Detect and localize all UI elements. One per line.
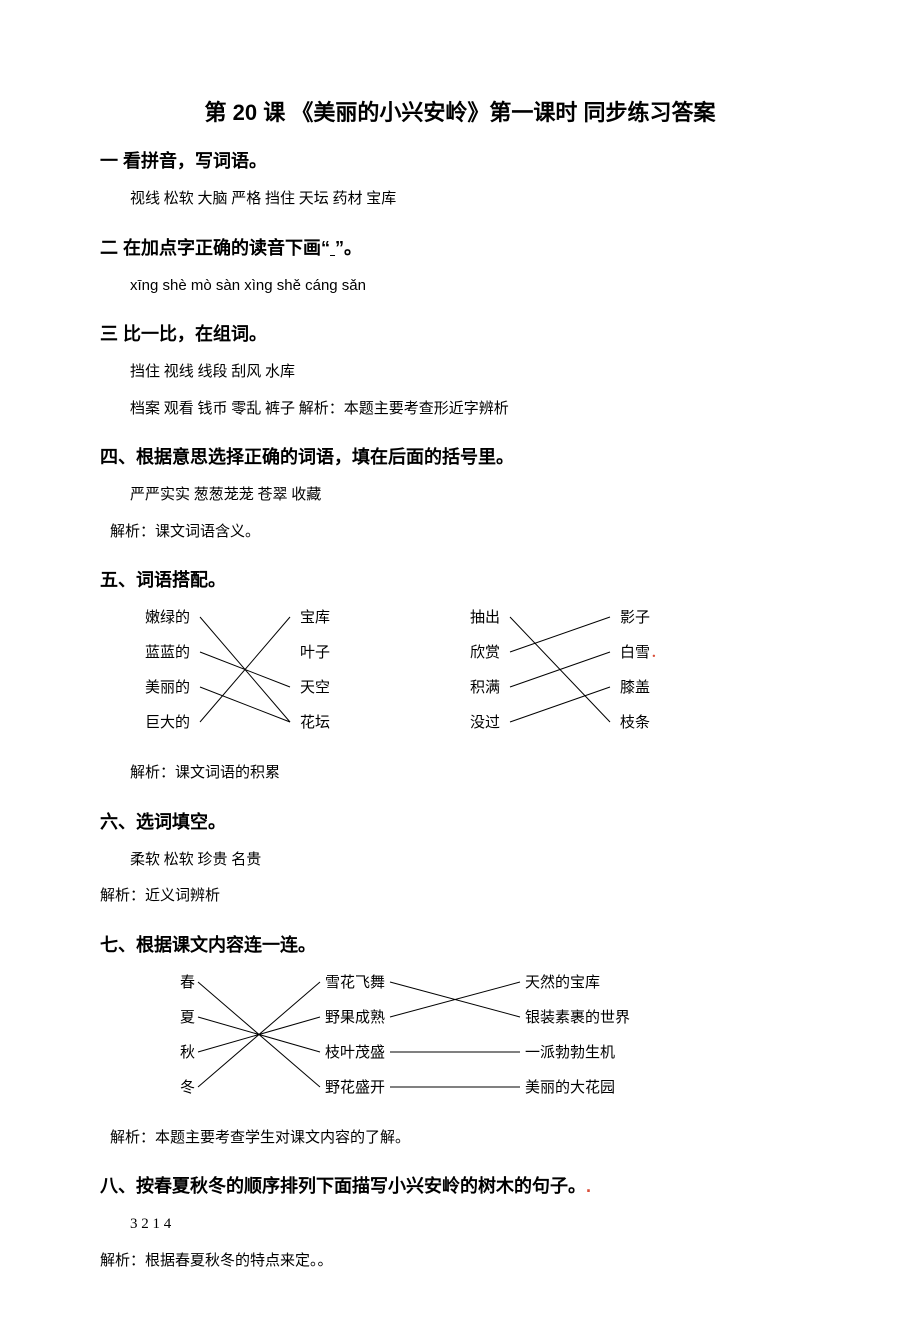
svg-text:叶子: 叶子 — [300, 644, 330, 661]
svg-text:影子: 影子 — [620, 609, 650, 626]
svg-text:.: . — [652, 645, 656, 661]
section-3-line1: 挡住 视线 线段 刮风 水库 — [130, 358, 820, 387]
section-7-note: 解析：本题主要考查学生对课文内容的了解。 — [110, 1124, 820, 1153]
svg-text:美丽的大花园: 美丽的大花园 — [525, 1079, 615, 1096]
svg-text:夏: 夏 — [180, 1010, 195, 1026]
svg-text:美丽的: 美丽的 — [145, 679, 190, 696]
svg-text:枝叶茂盛: 枝叶茂盛 — [325, 1044, 385, 1061]
svg-text:宝库: 宝库 — [300, 609, 330, 626]
svg-text:枝条: 枝条 — [620, 714, 650, 731]
svg-text:没过: 没过 — [470, 714, 500, 731]
section-2-heading-pre: 二 在加点字正确的读音下画“ — [100, 238, 330, 258]
section-1-heading: 一 看拼音，写词语。 — [100, 147, 820, 173]
svg-text:积满: 积满 — [470, 679, 500, 696]
section-5-diagram: 嫩绿的 宝库 抽出 影子蓝蓝的 叶子 欣赏 白雪美丽的 天空 积满 膝盖巨大的 花坛 没过 枝条. — [120, 604, 820, 754]
section-8-heading: 八、按春夏秋冬的顺序排列下面描写小兴安岭的树木的句子。. — [100, 1172, 820, 1198]
section-5-heading: 五、词语搭配。 — [100, 566, 820, 592]
section-2-heading-post: ”。 — [335, 238, 362, 258]
svg-text:一派勃勃生机: 一派勃勃生机 — [525, 1044, 615, 1061]
section-7-heading: 七、根据课文内容连一连。 — [100, 931, 820, 957]
section-4-heading: 四、根据意思选择正确的词语，填在后面的括号里。 — [100, 443, 820, 469]
svg-text:欣赏: 欣赏 — [470, 644, 500, 661]
svg-text:冬: 冬 — [180, 1079, 195, 1096]
section-8-line2: 解析：根据春夏秋冬的特点来定。。 — [100, 1247, 820, 1276]
svg-text:膝盖: 膝盖 — [620, 679, 650, 696]
section-2-heading: 二 在加点字正确的读音下画“ ”。 — [100, 234, 820, 260]
svg-text:巨大的: 巨大的 — [145, 714, 190, 731]
svg-text:抽出: 抽出 — [470, 609, 500, 626]
svg-text:花坛: 花坛 — [300, 714, 330, 731]
section-8-heading-text: 八、按春夏秋冬的顺序排列下面描写小兴安岭的树木的句子。 — [100, 1176, 586, 1196]
section-1-answer: 视线 松软 大脑 严格 挡住 天坛 药材 宝库 — [130, 185, 820, 214]
svg-text:秋: 秋 — [180, 1044, 195, 1061]
svg-text:野花盛开: 野花盛开 — [325, 1079, 385, 1096]
svg-text:春: 春 — [180, 974, 195, 991]
svg-text:银装素裹的世界: 银装素裹的世界 — [525, 1009, 630, 1026]
svg-text:蓝蓝的: 蓝蓝的 — [145, 644, 190, 661]
svg-text:天然的宝库: 天然的宝库 — [525, 974, 600, 991]
section-2-answer: xīng shè mò sàn xìng shě cáng sǎn — [130, 272, 820, 301]
dot-icon: . — [586, 1176, 591, 1196]
section-4-line1: 严严实实 葱葱茏茏 苍翠 收藏 — [130, 481, 820, 510]
section-5-note: 解析：课文词语的积累 — [130, 759, 820, 788]
svg-text:野果成熟: 野果成熟 — [325, 1009, 385, 1026]
section-6-heading: 六、选词填空。 — [100, 808, 820, 834]
svg-text:雪花飞舞: 雪花飞舞 — [325, 974, 385, 991]
section-8-line1: 3 2 1 4 — [130, 1210, 820, 1239]
section-3-line2: 档案 观看 钱币 零乱 裤子 解析：本题主要考查形近字辨析 — [130, 395, 820, 424]
section-4-line2: 解析：课文词语含义。 — [110, 518, 820, 547]
section-6-line1: 柔软 松软 珍贵 名贵 — [130, 846, 820, 875]
section-6-line2: 解析：近义词辨析 — [100, 882, 820, 911]
section-3-heading: 三 比一比，在组词。 — [100, 320, 820, 346]
svg-text:天空: 天空 — [300, 679, 330, 696]
section-7-diagram: 春 雪花飞舞 天然的宝库夏 野果成熟 银装素裹的世界秋 枝叶茂盛 一派勃勃生机冬 野花盛开 美丽… — [120, 969, 820, 1119]
svg-text:嫩绿的: 嫩绿的 — [145, 609, 190, 626]
page-title: 第 20 课 《美丽的小兴安岭》第一课时 同步练习答案 — [100, 95, 820, 127]
svg-text:白雪: 白雪 — [620, 644, 650, 661]
